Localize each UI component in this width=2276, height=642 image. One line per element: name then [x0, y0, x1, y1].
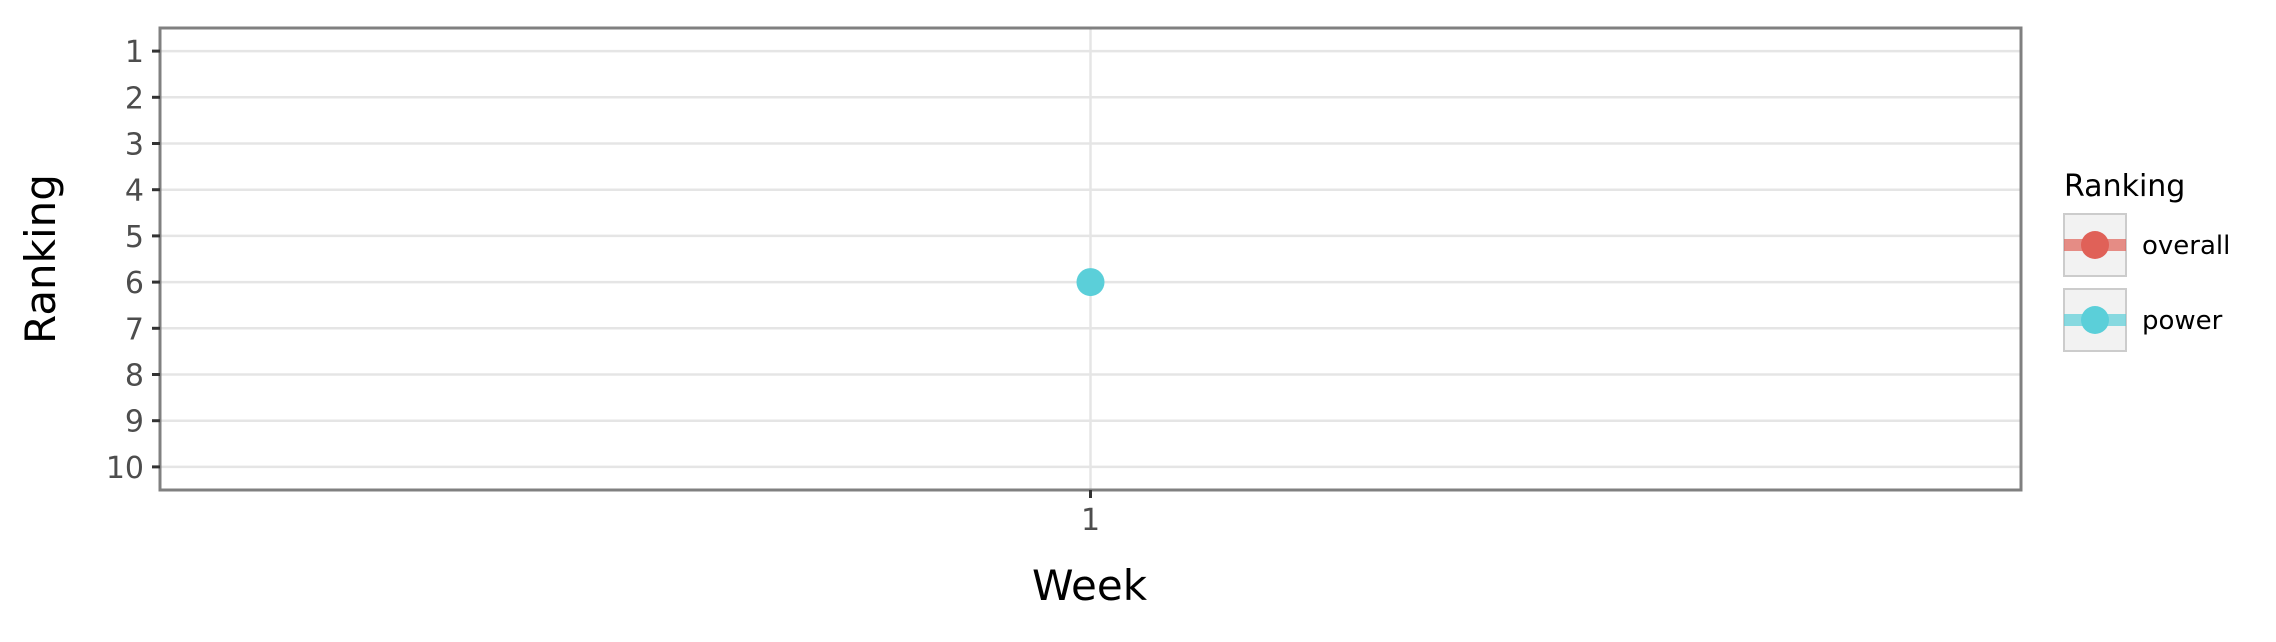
legend-label: overall [2142, 231, 2230, 261]
y-tick-label: 5 [125, 220, 144, 255]
x-axis-title: Week [1032, 561, 1148, 610]
legend-title: Ranking [2064, 169, 2185, 204]
legend-item-power: power [2063, 288, 2223, 352]
grid-lines [160, 28, 2021, 490]
series-layer [1076, 268, 1105, 297]
y-tick-label: 1 [125, 35, 144, 70]
legend-label: power [2142, 306, 2223, 336]
x-axis: 1 [1081, 490, 1100, 538]
y-tick-label: 9 [125, 405, 144, 440]
data-point-power [1076, 268, 1105, 297]
legend-key-point [2081, 231, 2109, 259]
y-tick-label: 10 [106, 451, 144, 486]
y-axis-title: Ranking [16, 174, 65, 344]
legend: Ranking overall power [2063, 169, 2230, 352]
y-tick-label: 3 [125, 128, 144, 163]
y-tick-label: 4 [125, 174, 144, 209]
legend-item-overall: overall [2063, 213, 2230, 277]
y-tick-label: 6 [125, 266, 144, 301]
y-tick-label: 8 [125, 359, 144, 394]
y-tick-label: 2 [125, 81, 144, 116]
legend-key-point [2081, 306, 2109, 334]
y-axis: 1 2 3 4 5 6 7 8 9 10 [106, 35, 160, 486]
x-tick-label: 1 [1081, 503, 1100, 538]
y-tick-label: 7 [125, 312, 144, 347]
